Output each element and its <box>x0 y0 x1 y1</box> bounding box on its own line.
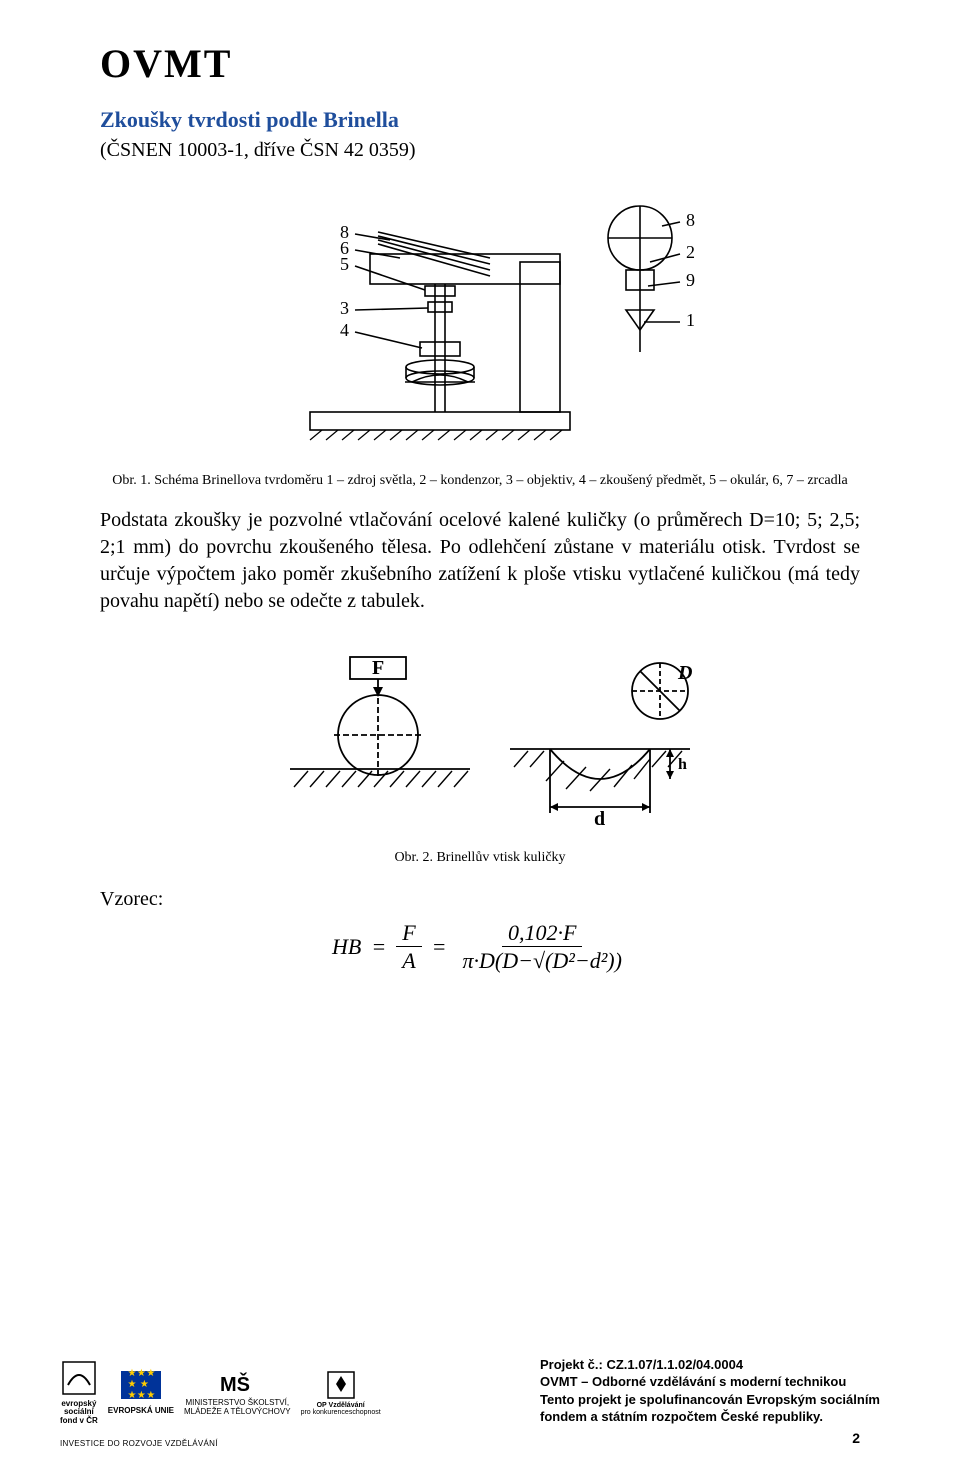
fig1-label-4: 4 <box>340 320 349 340</box>
formula-frac2-num: 0,102·F <box>502 921 582 947</box>
footer-project-text: Projekt č.: CZ.1.07/1.1.02/04.0004 OVMT … <box>540 1356 880 1426</box>
paragraph-body: Podstata zkoušky je pozvolné vtlačování … <box>100 507 860 615</box>
formula-frac2: 0,102·F π·D(D−√(D²−d²)) <box>457 921 628 972</box>
eu-union-label: EVROPSKÁ UNIE <box>108 1407 174 1416</box>
fig2-label-D: D <box>677 662 692 684</box>
figure-1: 8 6 5 3 4 8 2 9 1 <box>100 182 860 467</box>
esf-line3: fond v ČR <box>60 1417 98 1426</box>
header-logo: OVMT <box>100 40 860 87</box>
document-page: OVMT Zkoušky tvrdosti podle Brinella (ČS… <box>0 0 960 1466</box>
op-logo: OP Vzdělávání pro konkurenceschopnost <box>301 1370 381 1417</box>
formula-eq2: = <box>432 934 447 960</box>
footer: evropský sociální fond v ČR ★ ★ ★★ ★★ ★ … <box>60 1356 880 1426</box>
eu-flag-icon: ★ ★ ★★ ★★ ★ ★ <box>121 1371 161 1399</box>
msmt-icon: MŠ <box>220 1371 254 1397</box>
op-line1: OP Vzdělávání <box>301 1402 381 1409</box>
svg-text:MŠ: MŠ <box>220 1372 250 1396</box>
formula-eq1: = <box>371 934 386 960</box>
invest-text: INVESTICE DO ROZVOJE VZDĚLÁVÁNÍ <box>60 1439 218 1448</box>
formula-frac1: F A <box>396 921 421 972</box>
fig1-label-5: 5 <box>340 254 349 274</box>
project-line2: OVMT – Odborné vzdělávání s moderní tech… <box>540 1373 880 1391</box>
page-title: Zkoušky tvrdosti podle Brinella <box>100 107 860 133</box>
project-line1: Projekt č.: CZ.1.07/1.1.02/04.0004 <box>540 1356 880 1374</box>
fig1-label-9: 9 <box>686 270 695 290</box>
brinell-tester-diagram: 8 6 5 3 4 8 2 9 1 <box>250 182 710 462</box>
fig2-label-h: h <box>678 756 687 773</box>
page-number: 2 <box>852 1430 860 1446</box>
op-line2: pro konkurenceschopnost <box>301 1409 381 1416</box>
project-line4: fondem a státním rozpočtem České republi… <box>540 1408 880 1426</box>
fig2-label-F: F <box>372 657 384 679</box>
formula-frac2-den: π·D(D−√(D²−d²)) <box>457 947 628 972</box>
fig2-label-d: d <box>594 808 605 830</box>
footer-logos: evropský sociální fond v ČR ★ ★ ★★ ★★ ★ … <box>60 1361 381 1426</box>
formula-block: HB = F A = 0,102·F π·D(D−√(D²−d²)) <box>100 921 860 972</box>
fig1-label-3: 3 <box>340 298 349 318</box>
eu-flag-block: ★ ★ ★★ ★★ ★ ★ EVROPSKÁ UNIE <box>108 1371 174 1416</box>
figure-2: F D d h <box>100 639 860 844</box>
msmt-line2: MLÁDEŽE A TĚLOVÝCHOVY <box>184 1408 291 1416</box>
figure-1-caption: Obr. 1. Schéma Brinellova tvrdoměru 1 – … <box>100 473 860 489</box>
esf-logo: evropský sociální fond v ČR <box>60 1361 98 1426</box>
brinell-indent-diagram: F D d h <box>260 639 700 839</box>
formula-frac1-num: F <box>396 921 421 947</box>
msmt-logo: MŠ MINISTERSTVO ŠKOLSTVÍ, MLÁDEŽE A TĚLO… <box>184 1371 291 1416</box>
op-icon <box>326 1370 356 1400</box>
formula-lhs: HB <box>332 934 361 960</box>
page-subtitle: (ČSNEN 10003-1, dříve ČSN 42 0359) <box>100 139 860 162</box>
formula-frac1-den: A <box>396 947 421 972</box>
fig1-label-8r: 8 <box>686 210 695 230</box>
formula-label: Vzorec: <box>100 888 860 911</box>
project-line3: Tento projekt je spolufinancován Evropsk… <box>540 1391 880 1409</box>
esf-icon <box>62 1361 96 1395</box>
figure-2-caption: Obr. 2. Brinellův vtisk kuličky <box>100 850 860 866</box>
fig1-label-2: 2 <box>686 242 695 262</box>
fig1-label-1: 1 <box>686 310 695 330</box>
